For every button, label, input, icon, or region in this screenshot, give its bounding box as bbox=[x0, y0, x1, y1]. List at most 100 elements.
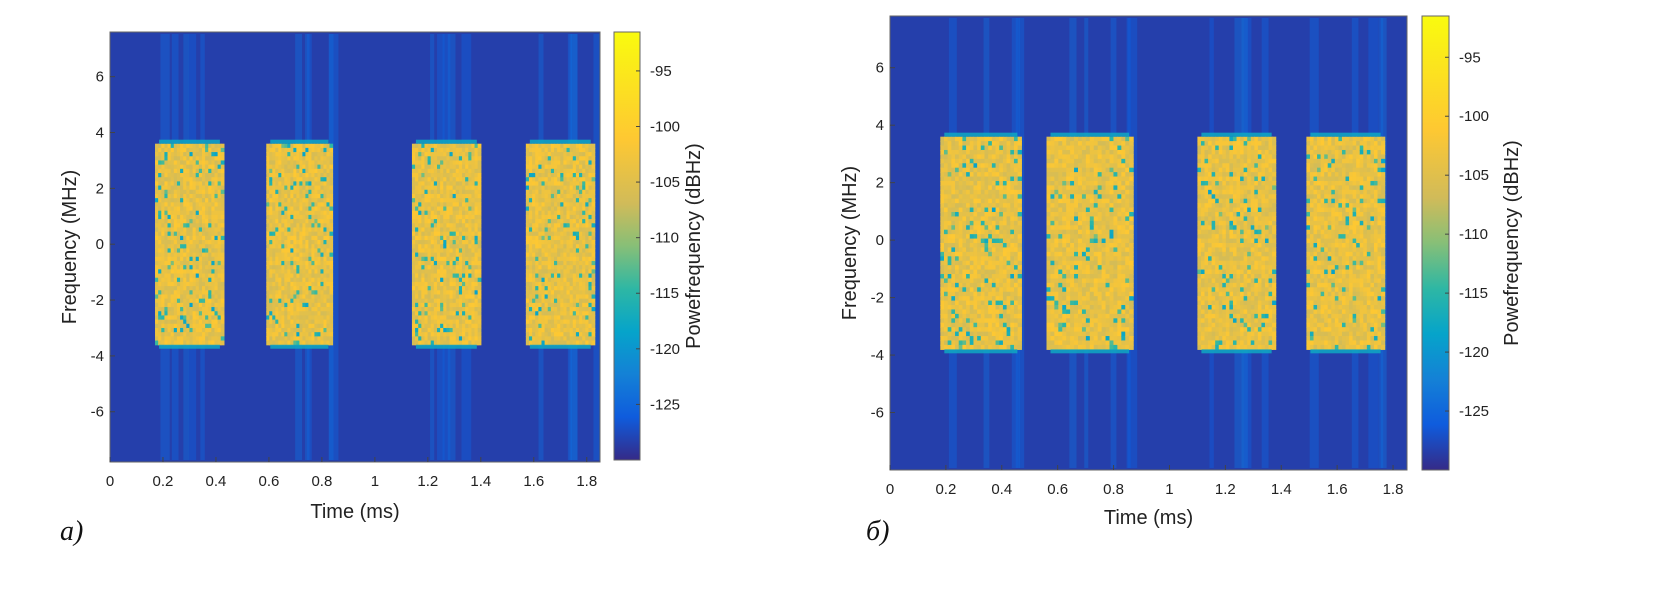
heatmap-cell bbox=[220, 235, 225, 241]
heatmap-cell bbox=[563, 231, 568, 237]
heatmap-cell bbox=[443, 265, 447, 270]
heatmap-cell bbox=[433, 294, 438, 300]
heatmap-cell bbox=[305, 244, 310, 249]
heatmap-cell bbox=[158, 202, 162, 208]
heatmap-cell bbox=[326, 214, 331, 220]
heatmap-cell bbox=[528, 252, 533, 258]
heatmap-cell bbox=[180, 323, 184, 329]
heatmap-cell bbox=[272, 281, 276, 287]
heatmap-cell bbox=[290, 240, 294, 245]
heatmap-cell bbox=[299, 336, 303, 342]
heatmap-cell bbox=[462, 214, 466, 220]
heatmap-cell bbox=[550, 235, 555, 241]
heatmap-cell bbox=[272, 248, 276, 254]
heatmap-cell bbox=[284, 160, 288, 166]
heatmap-cell bbox=[455, 244, 460, 249]
heatmap-cell bbox=[211, 286, 216, 291]
heatmap-cell bbox=[471, 248, 476, 254]
heatmap-cell bbox=[430, 185, 435, 191]
heatmap-cell bbox=[430, 168, 435, 174]
heatmap-cell bbox=[550, 294, 555, 300]
heatmap-cell bbox=[155, 273, 159, 279]
heatmap-cell bbox=[471, 286, 476, 291]
heatmap-cell bbox=[436, 248, 441, 254]
heatmap-cell bbox=[189, 164, 194, 170]
heatmap-cell bbox=[468, 277, 473, 283]
heatmap-cell bbox=[436, 277, 441, 283]
x-tick-label: 0.4 bbox=[206, 473, 227, 490]
heatmap-cell bbox=[329, 298, 334, 304]
heatmap-cell bbox=[195, 256, 200, 262]
heatmap-cell bbox=[155, 315, 159, 321]
heatmap-cell bbox=[299, 277, 303, 283]
heatmap-cell bbox=[541, 210, 546, 216]
heatmap-cell bbox=[427, 260, 432, 266]
heatmap-cell bbox=[275, 311, 279, 317]
heatmap-cell bbox=[969, 282, 975, 288]
heatmap-cell bbox=[988, 145, 993, 151]
heatmap-cell bbox=[943, 141, 949, 147]
heatmap-cell bbox=[969, 344, 975, 350]
heatmap-cell bbox=[541, 156, 546, 162]
heatmap-cell bbox=[164, 260, 169, 266]
heatmap-cell bbox=[471, 202, 476, 208]
heatmap-cell bbox=[440, 147, 444, 153]
heatmap-cell bbox=[433, 231, 438, 237]
heatmap-cell bbox=[585, 210, 590, 216]
heatmap-cell bbox=[281, 223, 285, 229]
heatmap-cell bbox=[582, 210, 586, 216]
heatmap-cell bbox=[535, 260, 539, 266]
heatmap-cell bbox=[299, 219, 303, 224]
heatmap-cell bbox=[554, 269, 558, 275]
heatmap-cell bbox=[525, 156, 530, 162]
heatmap-cell bbox=[471, 281, 476, 287]
heatmap-cell bbox=[421, 164, 426, 170]
heatmap-cell bbox=[557, 265, 561, 270]
heatmap-cell bbox=[468, 323, 473, 329]
heatmap-cell bbox=[217, 235, 222, 241]
heatmap-cell bbox=[579, 156, 583, 162]
heatmap-cell bbox=[433, 164, 438, 170]
heatmap-cell bbox=[411, 198, 416, 203]
heatmap-cell bbox=[984, 198, 989, 204]
heatmap-cell bbox=[440, 302, 444, 308]
heatmap-cell bbox=[186, 269, 191, 275]
heatmap-cell bbox=[557, 294, 561, 300]
heatmap-cell bbox=[269, 302, 273, 308]
heatmap-cell bbox=[287, 231, 291, 237]
heatmap-cell bbox=[183, 327, 187, 333]
heatmap-cell bbox=[458, 273, 463, 279]
heatmap-cell bbox=[158, 290, 162, 296]
heatmap-cell bbox=[201, 277, 206, 283]
heatmap-cell bbox=[201, 244, 206, 249]
heatmap-cell bbox=[211, 248, 216, 254]
heatmap-cell bbox=[299, 181, 303, 187]
heatmap-cell bbox=[158, 294, 162, 300]
heatmap-cell bbox=[195, 248, 200, 254]
heatmap-cell bbox=[266, 286, 270, 291]
heatmap-cell bbox=[170, 265, 175, 270]
heatmap-cell bbox=[326, 265, 331, 270]
heatmap-cell bbox=[436, 189, 441, 195]
heatmap-cell bbox=[969, 158, 975, 164]
heatmap-cell bbox=[544, 227, 549, 233]
heatmap-cell bbox=[208, 319, 212, 325]
heatmap-cell bbox=[465, 202, 469, 208]
heatmap-cell bbox=[969, 136, 975, 142]
heatmap-cell bbox=[973, 225, 978, 231]
heatmap-cell bbox=[418, 327, 422, 333]
x-tick-label: 0 bbox=[106, 473, 114, 490]
heatmap-cell bbox=[588, 198, 593, 203]
heatmap-cell bbox=[977, 282, 982, 288]
heatmap-cell bbox=[173, 202, 178, 208]
heatmap-cell bbox=[164, 173, 169, 178]
heatmap-cell bbox=[275, 173, 279, 178]
heatmap-cell bbox=[430, 227, 435, 233]
heatmap-cell bbox=[984, 291, 989, 297]
heatmap-cell bbox=[411, 286, 416, 291]
heatmap-cell bbox=[566, 315, 571, 321]
heatmap-cell bbox=[170, 332, 175, 337]
heatmap-cell bbox=[569, 198, 574, 203]
heatmap-cell bbox=[446, 265, 451, 270]
